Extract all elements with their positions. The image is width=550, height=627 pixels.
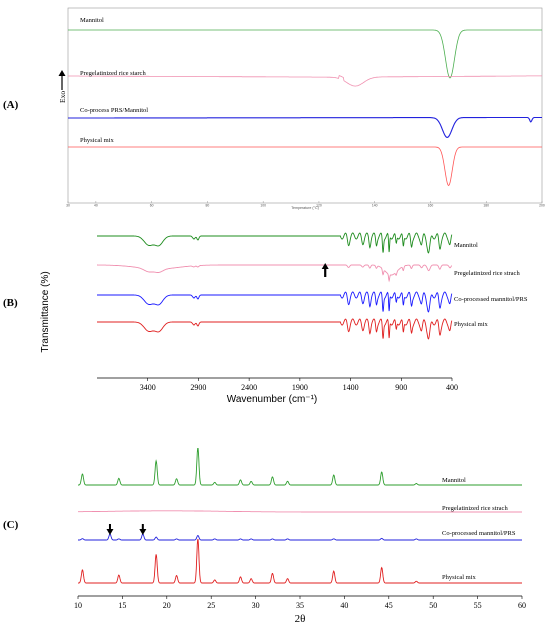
a-x-tick-label: 80 [206, 204, 210, 208]
c-x-tick-label: 50 [429, 601, 437, 610]
b-x-tick-label: 900 [395, 383, 407, 392]
c-x-tick-label: 45 [385, 601, 393, 610]
panel-a-x-ticks: 30 40 60 80 100 120 140 160 180 200 [66, 201, 545, 208]
panel-b-ftir: (B) Transmittance (%) 3400 2900 2400 1900 14… [3, 232, 528, 405]
panel-c-label: (C) [3, 519, 19, 531]
b-marker-arrow-icon [321, 263, 329, 277]
c-curve-co-processed-mannitol-prs [78, 533, 522, 541]
c-curve-physical-mix [78, 539, 522, 584]
c-curve-mannitol [78, 448, 522, 486]
a-x-tick-label: 100 [260, 204, 266, 208]
c-x-tick-label: 10 [74, 601, 82, 610]
panel-a-label: (A) [3, 99, 19, 111]
a-label-mannitol: Mannitol [80, 17, 104, 24]
b-curve-pregelatinized-rice-strach [97, 264, 453, 283]
c-x-tick-label: 60 [518, 601, 526, 610]
b-label-mannitol: Mannitol [454, 242, 478, 249]
panel-a-series-labels: Mannitol Pregelatinized rice starch Co-p… [80, 17, 148, 144]
panel-c-xrd: (C) 10 15 20 25 30 35 40 45 50 55 60 2θ Mannitol P… [3, 448, 526, 625]
c-label-coprocessed: Co-processed mannitol/PRS [442, 530, 516, 537]
panel-a-curves [68, 29, 543, 187]
panel-b-series-labels: Mannitol Pregelatinized rice strach Co-p… [454, 242, 528, 328]
a-label-prs: Pregelatinized rice starch [80, 70, 146, 77]
b-label-prs: Pregelatinized rice strach [454, 270, 520, 277]
c-label-mannitol: Mannitol [442, 477, 466, 484]
panel-b-curves [97, 232, 453, 340]
b-x-tick-label: 2900 [190, 383, 206, 392]
a-x-axis-label: Temperature (°C) [291, 206, 319, 210]
b-x-axis-label: Wavenumber (cm⁻¹) [227, 394, 317, 405]
c-x-tick-label: 20 [163, 601, 171, 610]
b-x-tick-label: 2400 [241, 383, 257, 392]
exo-arrow-icon [58, 70, 66, 76]
a-label-coprocess: Co-process PRS/Mannitol [80, 107, 148, 114]
panel-c-series-labels: Mannitol Pregelatinized rice strach Co-p… [442, 477, 516, 581]
panel-b-x-ticks: 3400 2900 2400 1900 1400 900 400 [140, 378, 458, 392]
panel-c-curves [78, 448, 522, 584]
exo-label: Exo [58, 91, 67, 103]
b-curve-physical-mix [97, 318, 453, 340]
panel-a-dsc: (A) Exo Mannitol Pregelatinized rice sta… [3, 7, 545, 210]
exo-label-group: Exo [58, 70, 67, 103]
a-curve-pregelatinized-rice-starch [68, 75, 543, 87]
c-label-physical-mix: Physical mix [442, 574, 477, 581]
panel-c-x-ticks: 10 15 20 25 30 35 40 45 50 55 60 [74, 596, 526, 610]
a-curve-physical-mix [68, 146, 542, 187]
a-x-tick-label: 200 [539, 204, 545, 208]
c-x-tick-label: 30 [252, 601, 260, 610]
c-marker-arrows [106, 524, 147, 535]
a-x-tick-label: 40 [94, 204, 98, 208]
a-curve-mannitol [68, 29, 542, 79]
b-label-coprocessed: Co-processed mannitol/PRS [454, 296, 528, 303]
a-x-tick-label: 60 [150, 204, 154, 208]
a-x-tick-label: 140 [372, 204, 378, 208]
a-label-physical-mix: Physical mix [80, 137, 115, 144]
b-curve-co-processed-mannitol-prs [97, 291, 453, 313]
c-x-tick-label: 25 [207, 601, 215, 610]
c-label-prs: Pregelatinized rice strach [442, 505, 508, 512]
b-y-axis-label: Transmittance (%) [40, 271, 51, 352]
b-x-tick-label: 1400 [343, 383, 359, 392]
a-curve-co-process-prs-mannitol [68, 116, 542, 138]
a-x-tick-label: 180 [483, 204, 489, 208]
b-x-tick-label: 400 [446, 383, 458, 392]
panel-a-frame [67, 7, 543, 204]
c-x-tick-label: 55 [474, 601, 482, 610]
c-x-tick-label: 40 [340, 601, 348, 610]
b-x-tick-label: 3400 [140, 383, 156, 392]
b-x-tick-label: 1900 [292, 383, 308, 392]
a-x-tick-label: 120 [316, 204, 322, 208]
a-x-tick-label: 160 [428, 204, 434, 208]
a-x-tick-label: 30 [66, 204, 70, 208]
c-x-tick-label: 15 [118, 601, 126, 610]
c-x-axis-label: 2θ [295, 613, 306, 625]
b-arrow-head-icon [321, 263, 329, 269]
b-label-physical-mix: Physical mix [454, 321, 489, 328]
c-curve-pregelatinized-rice-strach [78, 510, 522, 513]
c-arrow-down-icon [139, 529, 147, 535]
b-curve-mannitol [97, 232, 453, 254]
c-x-tick-label: 35 [296, 601, 304, 610]
panel-b-label: (B) [3, 297, 18, 309]
c-arrow-down-icon [106, 529, 114, 535]
